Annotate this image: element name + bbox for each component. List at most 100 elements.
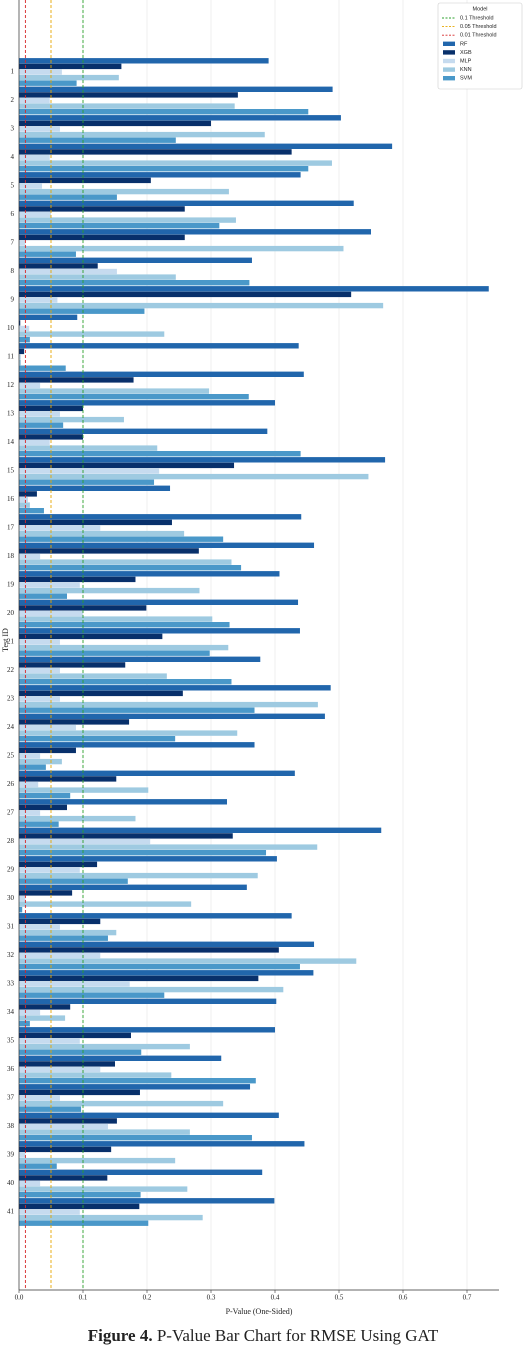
bar [19,109,309,115]
bar [19,998,277,1004]
y-tick-label: 8 [11,267,15,275]
x-tick-label: 0.5 [335,1294,344,1302]
bar [19,913,292,919]
bar [19,559,232,565]
bar [19,1214,203,1221]
bar [19,217,236,223]
bar [19,804,67,811]
bar [19,929,117,936]
bar [19,80,77,86]
bar [19,473,369,480]
bar [19,542,315,548]
bar [19,365,66,371]
bar [19,764,46,770]
bar [19,679,232,685]
bar [19,719,130,725]
bar [19,622,230,628]
y-tick-label: 6 [11,210,15,218]
bar [19,359,21,366]
bar [19,183,43,189]
legend-swatch [443,41,455,46]
bar [19,1175,108,1181]
y-tick-label: 11 [7,353,14,361]
y-tick-label: 4 [11,153,15,161]
x-tick-label: 0.3 [207,1294,216,1302]
bar [19,639,60,645]
bar [19,770,295,776]
x-tick-label: 0.2 [143,1294,152,1302]
bar [19,223,220,229]
bar [19,354,21,360]
bar [19,1089,140,1096]
legend-label: 0.05 Threshold [460,24,497,30]
bar [19,405,83,412]
bar [19,206,185,212]
bar [19,115,341,121]
y-tick-label: 38 [7,1122,15,1130]
bar [19,884,247,890]
bar [19,240,26,246]
bar [19,1027,275,1033]
bar [19,302,384,309]
bar [19,525,101,531]
bar [19,1049,142,1055]
bar [19,280,250,286]
bar [19,1084,251,1090]
bar [19,958,357,964]
bar [19,850,267,856]
bar [19,696,60,702]
bar [19,97,50,104]
bar [19,331,165,337]
bar [19,120,211,127]
bar [19,297,58,303]
bar [19,890,73,896]
y-tick-label: 32 [7,951,15,959]
bar [19,571,280,577]
y-tick-label: 16 [7,495,15,503]
bar [19,92,238,98]
bar [19,69,62,75]
bar [19,1141,305,1147]
y-tick-label: 27 [7,809,15,817]
bar [19,143,393,149]
bar [19,1032,131,1039]
bar [19,781,39,788]
bar [19,172,301,178]
legend-swatch [443,76,455,81]
bar [19,901,192,907]
y-tick-label: 18 [7,552,15,560]
bar [19,861,98,868]
bar [19,947,279,953]
bar [19,58,269,64]
bar [19,1180,41,1187]
bar [19,833,233,839]
bar [19,154,50,161]
bar [19,1095,60,1101]
y-tick-label: 26 [7,780,15,788]
bar [19,907,23,913]
bar [19,1015,66,1021]
bar [19,970,314,976]
bar [19,320,21,326]
bar [19,1021,30,1027]
bar [19,63,122,70]
x-tick-label: 0.4 [271,1294,280,1302]
bar [19,229,371,235]
bar [19,160,332,166]
bar [19,838,151,845]
x-tick-label: 0.0 [15,1294,24,1302]
bar [19,536,224,542]
bar [19,131,265,138]
bar [19,662,126,668]
y-tick-label: 3 [11,125,15,133]
bar [19,508,44,514]
legend-label: KNN [460,67,472,73]
bar [19,713,325,719]
bar [19,274,176,280]
bar [19,337,30,343]
y-tick-label: 7 [11,239,15,247]
bar [19,872,258,879]
bar [19,234,185,241]
bar [19,1220,149,1226]
